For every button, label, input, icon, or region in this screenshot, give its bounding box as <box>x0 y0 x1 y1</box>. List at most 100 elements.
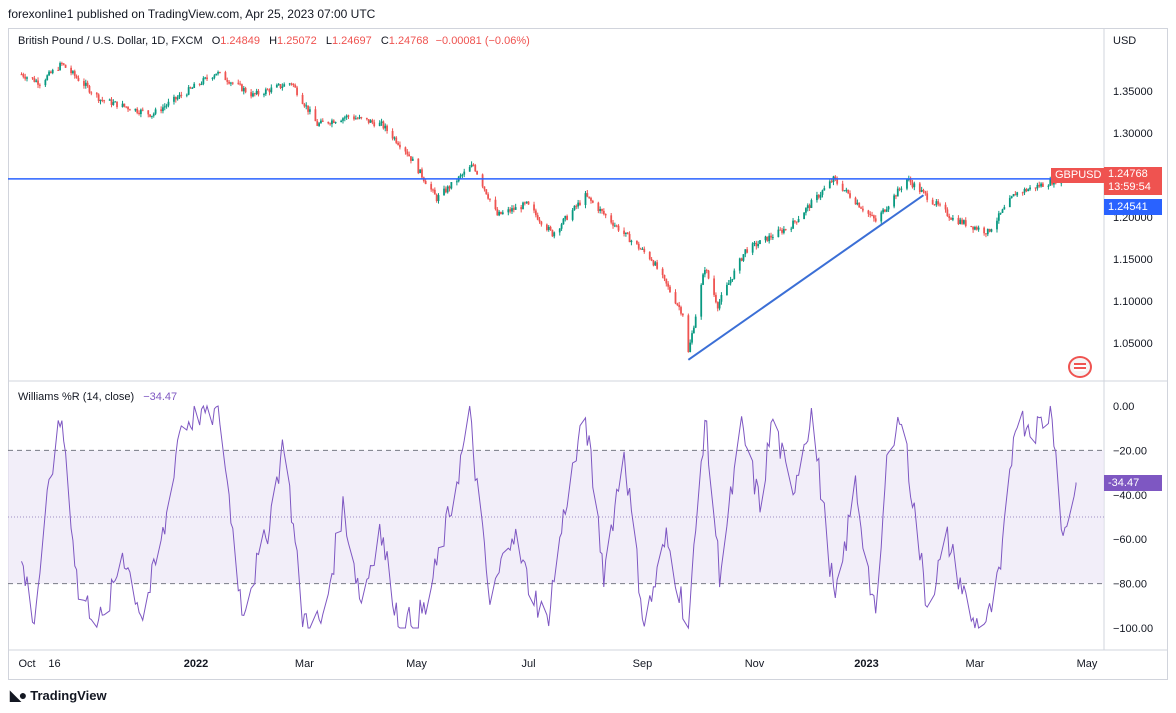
candle-body <box>165 105 168 107</box>
candle-body <box>937 201 940 205</box>
candle-body <box>805 208 807 213</box>
candle-body <box>534 210 537 216</box>
candle-body <box>393 137 396 139</box>
candle-body <box>226 80 229 82</box>
candle-body <box>1027 189 1030 192</box>
candle-body <box>472 164 475 166</box>
candle-body <box>483 186 486 190</box>
time-tick-label: May <box>1077 658 1098 670</box>
candle-body <box>571 210 574 220</box>
candle-body <box>579 202 581 206</box>
candle-body <box>83 81 85 86</box>
candle-body <box>669 286 671 293</box>
candle-body <box>705 270 708 272</box>
candle-body <box>963 220 965 224</box>
williams-band <box>8 450 1104 584</box>
candle-body <box>771 237 774 239</box>
candle-body <box>665 278 668 284</box>
candle-body <box>470 164 473 168</box>
candle-body <box>61 63 63 65</box>
candle-body <box>446 186 449 193</box>
candle-body <box>481 174 484 187</box>
candle-body <box>896 188 899 197</box>
candle-body <box>411 158 414 161</box>
candle-body <box>252 93 254 97</box>
candle-body <box>329 123 332 125</box>
candle-body <box>742 254 745 261</box>
candle-body <box>86 82 89 86</box>
candle-body <box>281 86 284 88</box>
candle-body <box>726 284 728 295</box>
candle-body <box>553 232 556 237</box>
candle-body <box>176 97 179 100</box>
candle-body <box>154 109 157 114</box>
candle-body <box>371 120 374 123</box>
tradingview-logo-icon: ◣● <box>10 687 27 703</box>
candle-body <box>740 258 743 261</box>
candle-body <box>957 217 960 225</box>
candle-body <box>720 294 723 302</box>
candle-body <box>136 108 139 113</box>
candle-body <box>90 92 93 94</box>
candle-body <box>674 292 677 304</box>
candle-body <box>564 215 567 219</box>
candle-body <box>345 115 348 118</box>
candle-body <box>781 229 783 233</box>
indicator-value: −34.47 <box>143 391 178 403</box>
candle-body <box>231 82 234 84</box>
candle-body <box>358 117 361 119</box>
candle-body <box>501 212 504 215</box>
high-value: 1.25072 <box>277 35 317 47</box>
price-tick-label: 1.35000 <box>1113 86 1153 98</box>
time-tick-label: Sep <box>633 658 653 670</box>
candle-body <box>751 243 754 253</box>
candle-body <box>139 109 142 115</box>
candle-body <box>437 195 440 202</box>
open-value: 1.24849 <box>220 35 261 47</box>
candle-body <box>316 121 319 126</box>
candle-body <box>46 75 49 81</box>
candle-body <box>288 83 291 85</box>
candle-body <box>134 108 137 111</box>
indicator-label[interactable]: Williams %R (14, close) <box>18 391 135 403</box>
candle-body <box>512 208 515 210</box>
candle-body <box>320 120 322 124</box>
candle-body <box>880 212 883 222</box>
candle-body <box>397 142 399 145</box>
candle-body <box>189 87 192 89</box>
candle-body <box>241 84 243 92</box>
candle-body <box>70 67 72 74</box>
tradingview-logo[interactable]: ◣● TradingView <box>10 687 107 704</box>
candle-body <box>999 212 1002 214</box>
candle-body <box>218 72 221 74</box>
candle-body <box>689 342 692 353</box>
candle-body <box>920 189 923 192</box>
candle-body <box>1047 185 1050 187</box>
candle-body <box>200 83 203 85</box>
candle-body <box>327 121 330 124</box>
candle-body <box>62 63 65 65</box>
williams-tick-label: −80.00 <box>1113 579 1147 591</box>
candle-body <box>601 208 603 211</box>
indicator-legend: Williams %R (14, close) −34.47 <box>18 391 177 403</box>
us-flag-icon[interactable] <box>1068 356 1092 378</box>
candle-body <box>356 118 359 120</box>
time-tick-label: Mar <box>295 658 314 670</box>
candle-body <box>138 112 140 115</box>
candle-body <box>733 270 736 279</box>
candle-body <box>95 92 98 95</box>
candle-body <box>828 181 831 189</box>
candle-body <box>615 225 618 227</box>
candle-body <box>716 302 719 309</box>
candle-body <box>797 219 800 223</box>
candle-body <box>795 221 798 223</box>
currency-label[interactable]: USD <box>1113 35 1137 47</box>
candle-body <box>49 71 52 74</box>
symbol-name[interactable]: British Pound / U.S. Dollar, 1D, FXCM <box>18 35 203 47</box>
candle-body <box>1008 198 1011 208</box>
candle-body <box>382 121 385 129</box>
candle-body <box>450 182 453 189</box>
candle-body <box>636 240 638 244</box>
candle-body <box>624 232 627 235</box>
